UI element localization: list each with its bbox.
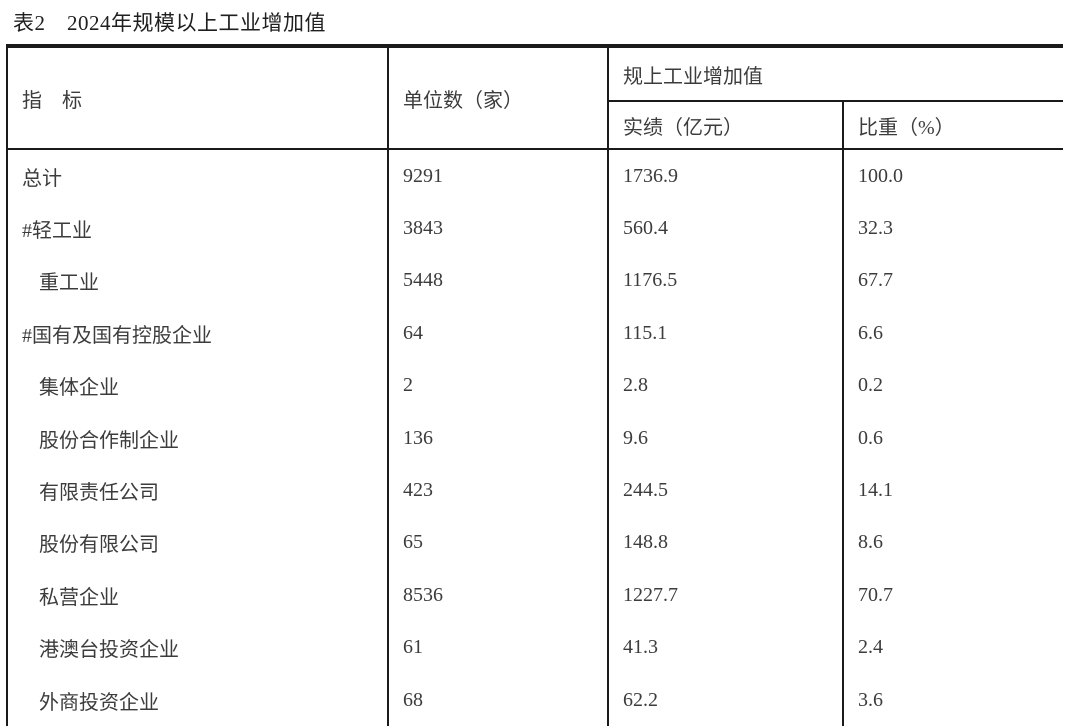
units-cell: 5448 xyxy=(387,254,608,308)
table-row: 外商投资企业 68 62.2 3.6 xyxy=(7,673,1063,727)
share-cell: 67.7 xyxy=(842,254,1063,308)
actual-cell: 41.3 xyxy=(607,621,843,674)
indicator-cell: #轻工业 xyxy=(22,220,92,243)
actual-cell: 1736.9 xyxy=(607,149,843,203)
share-cell: 32.3 xyxy=(842,202,1063,255)
actual-cell: 1176.5 xyxy=(607,254,843,308)
indicator-cell: 股份有限公司 xyxy=(39,534,159,557)
table-title: 表2 2024年规模以上工业增加值 xyxy=(13,11,326,35)
share-cell: 70.7 xyxy=(842,569,1063,622)
share-cell: 14.1 xyxy=(842,464,1063,517)
units-cell: 9291 xyxy=(387,149,608,203)
table-row: 重工业 5448 1176.5 67.7 xyxy=(7,254,1063,308)
indicator-cell: 港澳台投资企业 xyxy=(39,639,179,662)
share-cell: 8.6 xyxy=(842,516,1063,570)
units-cell: 136 xyxy=(387,411,608,465)
indicator-cell: 总计 xyxy=(22,167,62,190)
table-row: #国有及国有控股企业 64 115.1 6.6 xyxy=(7,307,1063,360)
actual-cell: 1227.7 xyxy=(607,569,843,622)
units-cell: 423 xyxy=(387,464,608,517)
header-units: 单位数（家） xyxy=(387,46,608,150)
table-row: 股份合作制企业 136 9.6 0.6 xyxy=(7,411,1063,465)
share-cell: 0.6 xyxy=(842,411,1063,465)
table-body: 总计 9291 1736.9 100.0 #轻工业 3843 560.4 32.3 重工业 544… xyxy=(7,149,1063,727)
table-row: 有限责任公司 423 244.5 14.1 xyxy=(7,464,1063,517)
units-cell: 2 xyxy=(387,359,608,412)
actual-cell: 560.4 xyxy=(607,202,843,255)
table-row: 私营企业 8536 1227.7 70.7 xyxy=(7,569,1063,622)
indicator-cell: 股份合作制企业 xyxy=(39,429,179,452)
indicator-cell: 外商投资企业 xyxy=(39,691,159,714)
header-share: 比重（%） xyxy=(842,101,1063,150)
share-cell: 100.0 xyxy=(842,149,1063,203)
units-cell: 68 xyxy=(387,673,608,727)
indicator-cell: #国有及国有控股企业 xyxy=(22,324,212,347)
indicator-cell: 私营企业 xyxy=(39,586,119,609)
actual-cell: 2.8 xyxy=(607,359,843,412)
table-row: 港澳台投资企业 61 41.3 2.4 xyxy=(7,621,1063,674)
indicator-cell: 有限责任公司 xyxy=(39,482,159,505)
table-row: 集体企业 2 2.8 0.2 xyxy=(7,359,1063,412)
indicator-cell: 集体企业 xyxy=(39,377,119,400)
share-cell: 0.2 xyxy=(842,359,1063,412)
actual-cell: 148.8 xyxy=(607,516,843,570)
units-cell: 65 xyxy=(387,516,608,570)
share-cell: 3.6 xyxy=(842,673,1063,727)
table-row: #轻工业 3843 560.4 32.3 xyxy=(7,202,1063,255)
header-row-sub: 实绩（亿元） 比重（%） xyxy=(7,101,1063,150)
actual-cell: 9.6 xyxy=(607,411,843,465)
industrial-added-value-table: 指 标 单位数（家） 规上工业增加值 实绩（亿元） 比重（%） 总计 9291 17… xyxy=(6,44,1063,727)
header-indicator: 指 标 xyxy=(7,46,388,150)
indicator-cell: 重工业 xyxy=(39,272,99,295)
actual-cell: 244.5 xyxy=(607,464,843,517)
actual-cell: 115.1 xyxy=(607,307,843,360)
units-cell: 61 xyxy=(387,621,608,674)
actual-cell: 62.2 xyxy=(607,673,843,727)
header-actual: 实绩（亿元） xyxy=(607,101,843,150)
units-cell: 8536 xyxy=(387,569,608,622)
header-row-top: 指 标 单位数（家） 规上工业增加值 xyxy=(7,46,1063,150)
units-cell: 3843 xyxy=(387,202,608,255)
table-row: 股份有限公司 65 148.8 8.6 xyxy=(7,516,1063,570)
table-header: 指 标 单位数（家） 规上工业增加值 实绩（亿元） 比重（%） xyxy=(7,46,1063,150)
share-cell: 2.4 xyxy=(842,621,1063,674)
table-row: 总计 9291 1736.9 100.0 xyxy=(7,149,1063,203)
header-group: 规上工业增加值 xyxy=(607,46,1063,102)
units-cell: 64 xyxy=(387,307,608,360)
share-cell: 6.6 xyxy=(842,307,1063,360)
